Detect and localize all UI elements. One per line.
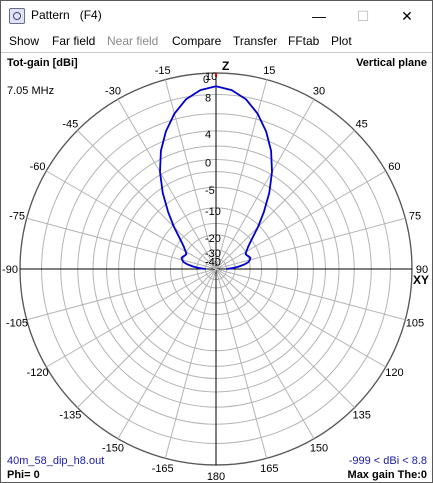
angle-tick-label: 180 bbox=[207, 471, 225, 483]
grid-spoke bbox=[215, 170, 386, 270]
grid-spoke bbox=[215, 268, 355, 408]
pattern-trace bbox=[159, 85, 273, 270]
maximize-button[interactable]: ☐ bbox=[356, 7, 370, 24]
polar-plot: 0153045607590105120135150165180-165-150-… bbox=[2, 65, 428, 483]
grid-spoke bbox=[215, 99, 315, 270]
angle-tick-label: 165 bbox=[260, 463, 278, 475]
angle-tick-label: -165 bbox=[152, 463, 174, 475]
menu-show[interactable]: Show bbox=[9, 34, 40, 48]
gain-tick-label: 10 bbox=[205, 71, 217, 83]
grid-spoke bbox=[164, 79, 217, 270]
gain-tick-label: 0 bbox=[205, 158, 211, 170]
plane-label: Vertical plane bbox=[356, 57, 427, 69]
gain-tick-label: -30 bbox=[205, 248, 221, 260]
gain-tick-label: 4 bbox=[205, 129, 211, 141]
title-bar[interactable]: Pattern (F4) — ☐ ✕ bbox=[1, 1, 432, 31]
grid-spoke bbox=[215, 79, 268, 270]
angle-tick-label: -60 bbox=[30, 161, 46, 173]
angle-tick-label: 90 bbox=[416, 264, 428, 276]
close-button[interactable]: ✕ bbox=[401, 7, 413, 24]
gain-tick-label: 8 bbox=[205, 93, 211, 105]
menu-transfer[interactable]: Transfer bbox=[233, 34, 278, 48]
grid-spoke bbox=[215, 268, 315, 439]
grid-spoke bbox=[117, 268, 217, 439]
menu-near-field[interactable]: Near field bbox=[107, 34, 159, 48]
grid-spoke bbox=[46, 268, 217, 368]
gain-tick-label: -10 bbox=[205, 206, 221, 218]
grid-spoke bbox=[26, 217, 217, 270]
angle-tick-label: -45 bbox=[62, 118, 78, 130]
file-name-label: 40m_58_dip_h8.out bbox=[7, 455, 105, 467]
grid-spoke bbox=[215, 217, 406, 270]
angle-tick-label: 45 bbox=[356, 118, 368, 130]
frequency-label: 7.05 MHz bbox=[7, 85, 55, 97]
angle-tick-label: -105 bbox=[6, 317, 28, 329]
z-axis-label: Z bbox=[222, 59, 230, 73]
grid-spoke bbox=[215, 268, 386, 368]
grid-spoke bbox=[46, 170, 217, 270]
grid-spoke bbox=[117, 99, 217, 270]
grid-spoke bbox=[215, 268, 268, 459]
grid-spoke bbox=[77, 130, 217, 270]
grid-spoke bbox=[77, 268, 217, 408]
window-title: Pattern (F4) bbox=[31, 8, 102, 22]
angle-tick-label: 75 bbox=[409, 211, 421, 223]
angle-tick-label: 120 bbox=[385, 367, 403, 379]
gain-tick-label: -40 bbox=[205, 256, 221, 268]
angle-tick-label: 0 bbox=[203, 74, 209, 86]
angle-tick-label: -90 bbox=[2, 264, 18, 276]
menu-fftab[interactable]: FFtab bbox=[288, 34, 320, 48]
angle-tick-label: -120 bbox=[27, 367, 49, 379]
angle-tick-label: 105 bbox=[406, 317, 424, 329]
menu-bar: Show Far field Near field Compare Transf… bbox=[1, 31, 432, 52]
grid-spoke bbox=[215, 268, 406, 321]
angle-tick-label: -150 bbox=[102, 442, 124, 454]
angle-tick-label: 15 bbox=[263, 65, 275, 77]
gain-tick-label: -5 bbox=[205, 185, 215, 197]
max-gain-label: Max gain The:0 bbox=[347, 469, 427, 481]
gain-tick-label: -20 bbox=[205, 233, 221, 245]
menu-plot[interactable]: Plot bbox=[331, 34, 352, 48]
minimize-button[interactable]: — bbox=[312, 8, 326, 24]
gain-type-label: Tot-gain [dBi] bbox=[7, 57, 78, 69]
phi-label: Phi= 0 bbox=[7, 469, 40, 481]
menu-far-field[interactable]: Far field bbox=[52, 34, 96, 48]
angle-tick-label: 135 bbox=[352, 410, 370, 422]
grid-spoke bbox=[215, 130, 355, 270]
angle-tick-label: 30 bbox=[313, 86, 325, 98]
app-icon bbox=[9, 8, 25, 24]
angle-tick-label: 60 bbox=[388, 161, 400, 173]
angle-tick-label: -135 bbox=[59, 410, 81, 422]
angle-tick-label: 150 bbox=[310, 442, 328, 454]
grid-spoke bbox=[26, 268, 217, 321]
angle-tick-label: -75 bbox=[9, 211, 25, 223]
angle-tick-label: -30 bbox=[105, 86, 121, 98]
pattern-plot-area[interactable]: 0 15 30 45 60 75 90 105 120 135 150 165 180 -165 -150-… bbox=[1, 52, 432, 483]
xy-axis-label: XY bbox=[413, 273, 430, 287]
menu-compare[interactable]: Compare bbox=[172, 34, 222, 48]
grid-spoke bbox=[164, 268, 217, 459]
angle-tick-label: -15 bbox=[155, 65, 171, 77]
gain-range-label: -999 < dBi < 8.8 bbox=[348, 455, 427, 467]
